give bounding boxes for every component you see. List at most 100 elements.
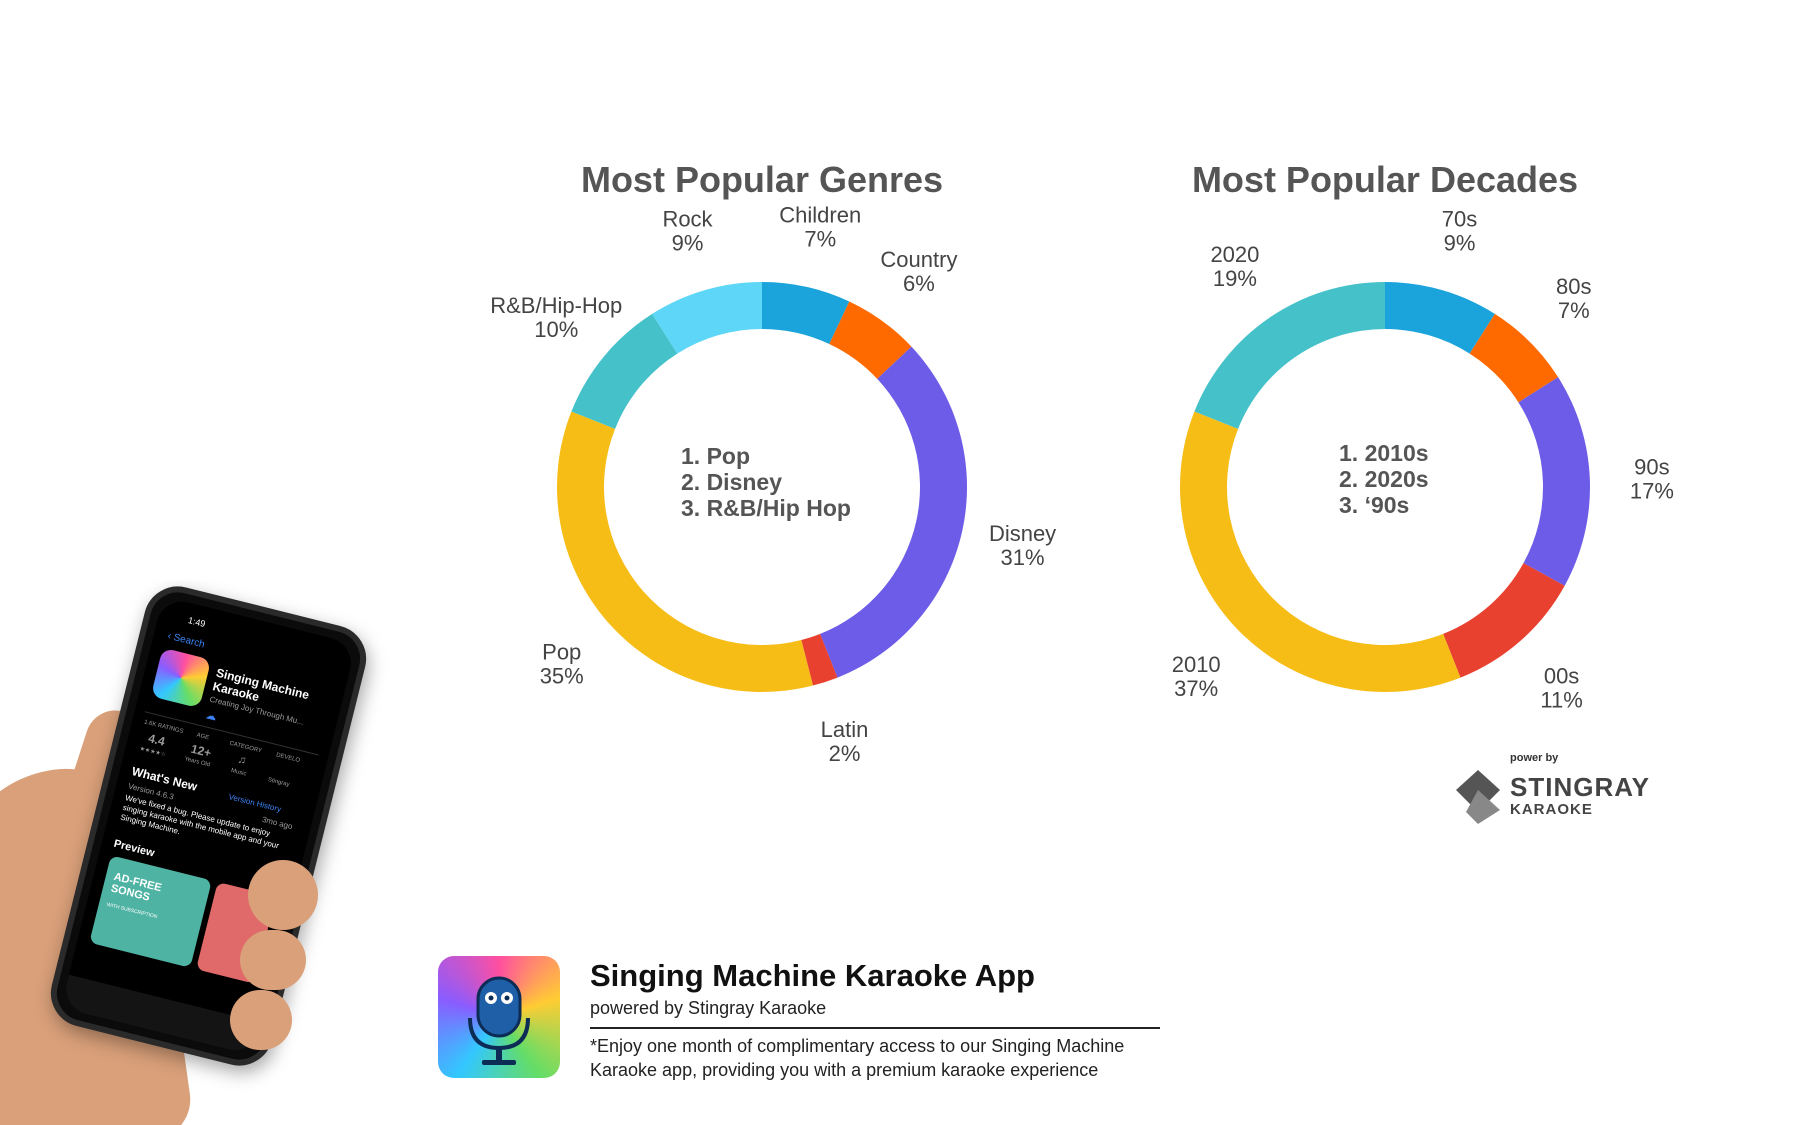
genre-label-value: 35% [540, 664, 584, 689]
decades-chart-title: Most Popular Decades [1192, 159, 1578, 200]
decade-slice-80s [1469, 313, 1559, 403]
phone-promo-sub: WITH SUBSCRIPTION [106, 901, 158, 921]
genre-label-value: 9% [672, 231, 704, 256]
decades-donut [1180, 282, 1591, 693]
phone-device: 1:49 ‹ Search Singing Machine Karaoke Cr… [43, 580, 374, 1073]
decades-center-line-3: 3. ‘90s [1339, 492, 1409, 518]
genres-center-text: 1. Pop 2. Disney 3. R&B/Hip Hop [681, 443, 851, 521]
genre-label-value: 2% [829, 741, 861, 766]
decade-slice-90s [1518, 377, 1591, 586]
genre-label-name: Children [779, 202, 861, 227]
phone-promo-text: AD-FREE SONGS [109, 870, 163, 904]
phone-age-label: AGE [195, 732, 210, 742]
hand-fingers [248, 860, 318, 930]
decade-slice-2020 [1194, 282, 1385, 429]
phone-developer-label: DEVELO [275, 752, 301, 765]
phone-back-link[interactable]: ‹ Search [166, 630, 206, 651]
genre-slice-rock [652, 282, 762, 354]
genres-chart-title: Most Popular Genres [581, 159, 943, 200]
decade-label-value: 37% [1174, 676, 1218, 701]
genre-label-name: Disney [989, 521, 1056, 546]
phone-download-icon[interactable]: ☁ [204, 709, 218, 724]
stingray-logo-icon [1456, 770, 1500, 824]
genre-label-name: R&B/Hip-Hop [490, 293, 622, 318]
phone-version-history-link[interactable]: Version History [227, 792, 283, 814]
genre-slice-pop [556, 411, 813, 693]
decades-center-text: 1. 2010s 2. 2020s 3. ‘90s [1339, 440, 1429, 518]
decade-slice-2010 [1180, 411, 1461, 693]
genre-label-name: Country [880, 247, 957, 272]
genres-center-line-1: 1. Pop [681, 443, 750, 469]
decade-slice-70s [1385, 282, 1495, 354]
logo-power-by: power by [1510, 752, 1559, 764]
decade-label-value: 7% [1558, 298, 1590, 323]
app-icon [438, 956, 560, 1078]
decade-label-name: 70s [1442, 207, 1477, 232]
genre-label-value: 7% [804, 226, 836, 251]
music-note-icon: ♫ [236, 753, 248, 767]
app-powered-by: powered by Stingray Karaoke [590, 998, 827, 1018]
phone-category-label: CATEGORY [228, 740, 263, 755]
decade-label-value: 17% [1630, 479, 1674, 504]
hand-fingers-2 [240, 930, 306, 990]
phone-developer-value: Stingray [267, 777, 290, 789]
genre-label-name: Rock [662, 207, 713, 232]
decade-label-value: 9% [1444, 231, 1476, 256]
genre-slice-country [829, 301, 912, 379]
decade-label-name: 90s [1634, 455, 1669, 480]
phone-preview-card[interactable]: AD-FREE SONGS WITH SUBSCRIPTION [89, 855, 212, 968]
genres-center-line-2: 2. Disney [681, 469, 782, 495]
genre-slice-disney [820, 346, 968, 678]
phone-category-value: Music [230, 767, 247, 778]
decades-center-line-1: 1. 2010s [1339, 440, 1429, 466]
decade-label-name: 80s [1556, 274, 1591, 299]
phone-screen: 1:49 ‹ Search Singing Machine Karaoke Cr… [60, 596, 357, 1056]
genres-donut [556, 282, 968, 693]
genre-label-value: 6% [903, 271, 935, 296]
genre-label-value: 31% [1001, 545, 1045, 570]
phone-time: 1:49 [187, 615, 207, 630]
divider [590, 1027, 1160, 1029]
app-footnote: *Enjoy one month of complimentary access… [590, 1036, 1125, 1080]
genre-slice-latin [801, 633, 838, 686]
genre-label-name: Latin [821, 717, 869, 742]
logo-sub: KARAOKE [1510, 801, 1593, 818]
genres-center-line-3: 3. R&B/Hip Hop [681, 495, 851, 521]
phone-app-icon [150, 647, 212, 709]
phone-mockup: 1:49 ‹ Search Singing Machine Karaoke Cr… [0, 580, 400, 1125]
app-name: Singing Machine Karaoke App [590, 958, 1035, 993]
genre-slice-r-b-hip-hop [571, 313, 678, 429]
decade-label-value: 19% [1213, 266, 1257, 291]
decades-center-line-2: 2. 2020s [1339, 466, 1429, 492]
genre-label-value: 10% [534, 317, 578, 342]
decade-label-name: 2010 [1172, 652, 1221, 677]
decade-label-name: 2020 [1210, 242, 1259, 267]
genre-label-name: Pop [542, 640, 581, 665]
phone-back-label: Search [172, 632, 206, 651]
logo-brand: STINGRAY [1510, 772, 1650, 802]
genre-slice-children [762, 282, 850, 345]
phone-rating-value: 4.4 [146, 731, 167, 749]
hand-fingers-3 [230, 990, 292, 1050]
decade-label-name: 00s [1544, 663, 1579, 688]
decade-label-value: 11% [1540, 687, 1582, 712]
microphone-icon [468, 976, 530, 1065]
